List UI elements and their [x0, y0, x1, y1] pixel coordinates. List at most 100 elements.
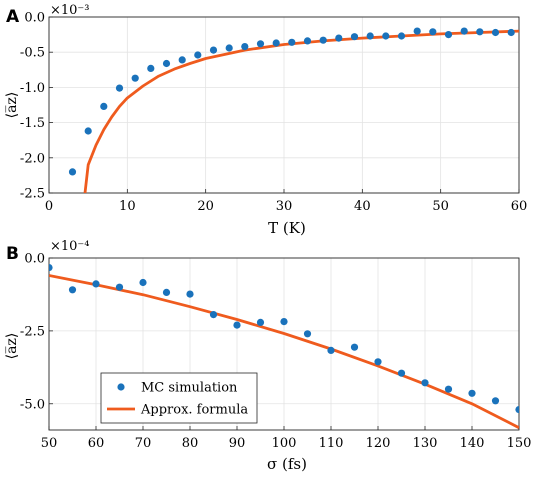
- panel-b: B ×10⁻⁴ ⟨a̅z⟩ σ (fs) 50 60 70 80 90 100 110 120…: [4, 239, 531, 473]
- panel-b-plot-frame: [48, 257, 520, 431]
- panel-b-x-tick-label: 70: [135, 436, 152, 451]
- panel-b-data-point: [256, 318, 265, 326]
- legend-label: Approx. formula: [140, 403, 248, 418]
- panel-b-data-point: [233, 321, 241, 329]
- panel-b-data-point: [115, 283, 124, 291]
- panel-b-xlabel: σ (fs): [267, 455, 307, 473]
- panel-a-x-tick-label: 40: [354, 199, 371, 214]
- panel-a-data-point: [68, 168, 77, 176]
- panel-b-x-tick-label: 90: [229, 436, 246, 451]
- legend-label: MC simulation: [141, 381, 238, 396]
- panel-a-y-tick-label: -1.0: [20, 81, 45, 96]
- panel-b-data-point: [68, 286, 77, 294]
- panel-a-y-tick-label: -2.0: [20, 151, 45, 166]
- panel-a-data-point: [476, 28, 484, 36]
- panel-a-data-point: [178, 56, 186, 64]
- panel-a-data-point: [84, 127, 92, 135]
- panel-a-x-tick-label: 20: [197, 199, 214, 214]
- panel-b-data-point: [350, 343, 359, 351]
- panel-b-data-point: [515, 406, 519, 414]
- panel-b-y-tick-label: 0.0: [24, 252, 45, 267]
- panel-a-y-tick-label: -1.5: [20, 116, 45, 131]
- panel-a-data-point: [162, 59, 171, 68]
- panel-a-data-point: [507, 28, 515, 37]
- panel-a-data-point: [209, 46, 218, 54]
- panel-b-data-point: [327, 346, 335, 354]
- panel-a-label: A: [6, 7, 20, 27]
- panel-a-x-tick-label: 10: [119, 199, 136, 214]
- panel-a: A ×10⁻³ ⟨a̅z⟩ T (K) 0 10 20 30 40 50 60 0.0 -0.5…: [4, 3, 527, 237]
- panel-a-data-point: [115, 84, 124, 92]
- panel-a-data-point: [256, 40, 265, 48]
- panel-b-data-point: [468, 389, 476, 397]
- panel-b-data-point: [49, 264, 53, 272]
- panel-b-axes: 50 60 70 80 90 100 110 120 130 140 150 0.0 -2.5 -5.0: [20, 252, 531, 452]
- panel-a-data-point: [147, 64, 155, 72]
- panel-b-ylabel: ⟨a̅z⟩: [4, 333, 20, 360]
- panel-a-plot-frame: [48, 16, 520, 194]
- panel-b-x-tick-label: 110: [319, 436, 344, 451]
- panel-b-x-tick-label: 150: [507, 436, 532, 451]
- legend-box: [100, 372, 258, 424]
- panel-a-x-tick-label: 60: [511, 199, 528, 214]
- panel-b-legend: MC simulation Approx. formula: [100, 372, 258, 424]
- panel-b-x-tick-label: 80: [182, 436, 199, 451]
- panel-a-data-point: [397, 32, 406, 40]
- panel-a-data-point: [429, 28, 437, 36]
- panel-b-x-tick-label: 50: [41, 436, 58, 451]
- panel-a-data-point: [225, 44, 233, 52]
- panel-b-data-point: [92, 280, 100, 288]
- panel-a-x-tick-label: 30: [276, 199, 293, 214]
- panel-b-data-point: [303, 330, 312, 338]
- panel-a-y-tick-label: 0.0: [24, 11, 45, 26]
- panel-b-data-point: [444, 385, 453, 393]
- panel-b-x-tick-label: 120: [366, 436, 391, 451]
- panel-a-data-point: [350, 33, 359, 41]
- panel-b-x-tick-label: 100: [272, 436, 297, 451]
- panel-a-y-tick-label: -0.5: [20, 46, 45, 61]
- panel-a-data-point: [303, 37, 312, 45]
- legend-marker-points: [117, 383, 125, 391]
- panel-a-xlabel: T (K): [268, 219, 306, 237]
- panel-b-data-point: [491, 397, 500, 405]
- panel-a-exponent: ×10⁻³: [50, 3, 90, 18]
- panel-b-data-point: [280, 318, 288, 326]
- panel-a-axes: 0 10 20 30 40 50 60 0.0 -0.5 -1.0 -1.5 -2.0 -2.5: [20, 11, 527, 215]
- panel-a-data-point: [194, 51, 202, 59]
- panel-b-x-tick-label: 60: [88, 436, 105, 451]
- panel-b-x-tick-label: 140: [460, 436, 485, 451]
- panel-a-data-point: [413, 27, 421, 35]
- panel-b-y-tick-label: -2.5: [20, 324, 45, 339]
- panel-a-x-tick-label: 0: [45, 199, 53, 214]
- panel-a-data-point: [335, 34, 343, 42]
- panel-a-series: [68, 27, 519, 193]
- panel-a-data-point: [288, 38, 296, 46]
- panel-a-data-point: [491, 28, 500, 37]
- panel-a-x-tick-label: 50: [432, 199, 449, 214]
- panel-b-formula-line: [49, 274, 519, 429]
- panel-a-data-point: [100, 102, 108, 110]
- panel-a-y-tick-label: -2.5: [20, 187, 45, 202]
- panel-a-data-point: [319, 36, 327, 44]
- panel-a-data-point: [241, 43, 249, 51]
- panel-a-data-point: [460, 27, 468, 35]
- panel-a-data-point: [131, 74, 139, 82]
- panel-a-data-point: [366, 32, 374, 40]
- panel-b-data-point: [162, 288, 171, 296]
- panel-b-data-point: [209, 311, 218, 319]
- panel-b-label: B: [6, 244, 19, 264]
- panel-b-data-point: [139, 278, 147, 287]
- panel-b-data-point: [397, 369, 406, 377]
- panel-b-data-point: [374, 358, 382, 366]
- panel-a-data-point: [382, 32, 390, 40]
- panel-a-data-point: [444, 30, 453, 39]
- panel-a-ylabel: ⟨a̅z⟩: [4, 92, 20, 119]
- panel-b-y-tick-label: -5.0: [20, 397, 45, 412]
- panel-a-data-point: [272, 39, 280, 47]
- panel-b-data-point: [421, 379, 429, 387]
- panel-b-series: [49, 264, 519, 429]
- panel-b-data-point: [186, 290, 194, 298]
- panel-b-x-tick-label: 130: [413, 436, 438, 451]
- panel-b-exponent: ×10⁻⁴: [50, 239, 90, 254]
